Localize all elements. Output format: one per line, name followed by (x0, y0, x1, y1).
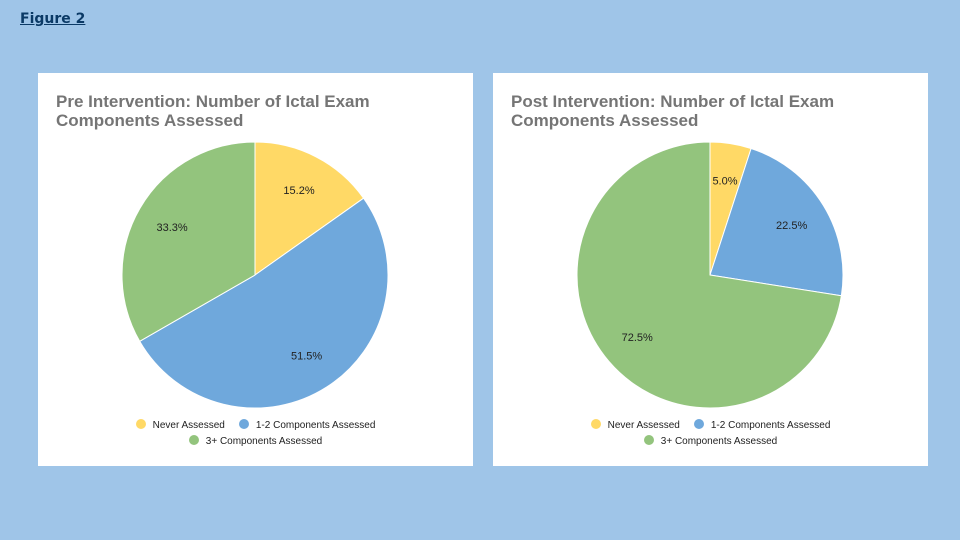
pie-slice-2 (709, 147, 844, 297)
legend-swatch-icon (590, 419, 601, 429)
slice-data-label: 5.0% (712, 175, 737, 187)
pre-intervention-chart: Pre Intervention: Number of Ictal Exam C… (38, 73, 473, 466)
pie-svg: 15.2% 51.5% 33.3% (121, 141, 389, 409)
legend-swatch-icon (188, 435, 199, 445)
legend-label: Never Assessed (152, 420, 225, 431)
pie-slice-1 (254, 141, 365, 276)
slice-data-label: 72.5% (622, 332, 653, 344)
post-intervention-chart: Post Intervention: Number of Ictal Exam … (493, 73, 928, 466)
pie-svg: 5.0% 22.5% 72.5% (576, 141, 844, 409)
pie-slice-3 (576, 141, 842, 409)
legend-swatch-icon (693, 419, 704, 429)
pie-slice-3 (121, 141, 256, 342)
legend-item: Never Assessed (135, 418, 225, 434)
slice-data-label: 51.5% (291, 351, 322, 363)
legend-swatch-icon (135, 419, 146, 429)
legend-item: 1-2 Components Assessed (238, 418, 376, 434)
legend-label: 1-2 Components Assessed (255, 420, 376, 431)
legend-label: Never Assessed (607, 420, 680, 431)
legend-swatch-icon (238, 419, 249, 429)
slice-data-label: 15.2% (283, 185, 314, 197)
chart-title: Post Intervention: Number of Ictal Exam … (511, 92, 835, 130)
legend-item: 3+ Components Assessed (643, 434, 778, 450)
legend-swatch-icon (643, 435, 654, 445)
legend-label: 3+ Components Assessed (205, 436, 323, 447)
legend: Never Assessed 1-2 Components Assessed 3+… (38, 418, 473, 450)
slice-data-label: 22.5% (776, 220, 807, 232)
legend: Never Assessed 1-2 Components Assessed 3+… (493, 418, 928, 450)
chart-title: Pre Intervention: Number of Ictal Exam C… (56, 92, 370, 130)
legend-item: 1-2 Components Assessed (693, 418, 831, 434)
legend-label: 3+ Components Assessed (660, 436, 778, 447)
legend-item: Never Assessed (590, 418, 680, 434)
figure-label: Figure 2 (20, 11, 86, 27)
slice-data-label: 33.3% (157, 222, 188, 234)
pie-slice-2 (138, 197, 389, 409)
legend-item: 3+ Components Assessed (188, 434, 323, 450)
legend-label: 1-2 Components Assessed (710, 420, 831, 431)
